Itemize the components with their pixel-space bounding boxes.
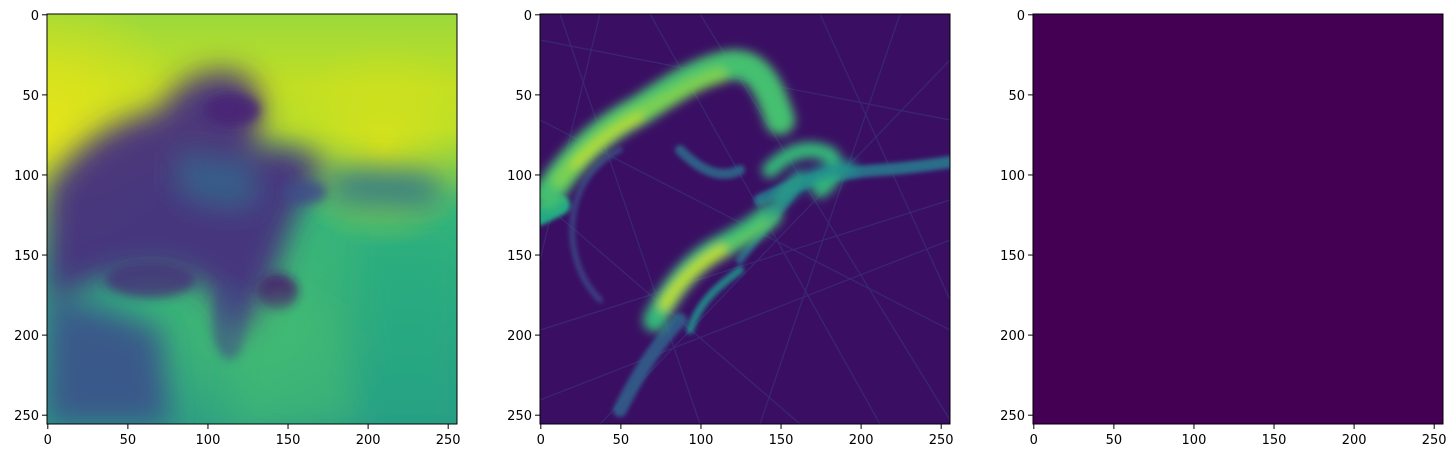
ticks-1: 0 50 100 150 200 250 0 50 100 150 200 250	[14, 9, 460, 448]
y-tick-label: 150	[1000, 249, 1025, 264]
x-tick-label: 250	[436, 433, 461, 448]
x-tick-label: 0	[1030, 433, 1038, 448]
y-tick-label: 250	[1000, 409, 1025, 424]
y-tick-label: 150	[14, 249, 39, 264]
x-tick-label: 250	[1422, 433, 1447, 448]
heatmap-image-3	[1033, 14, 1443, 424]
x-tick-label: 200	[849, 433, 874, 448]
ticks-2: 0 50 100 150 200 250 0 50 100 150 200 250	[507, 9, 953, 448]
axes-frame-3	[1032, 13, 1444, 425]
y-tick-label: 0	[1017, 9, 1025, 24]
heatmap-panel-2: 0 50 100 150 200 250 0 50 100 150 200 250	[507, 9, 953, 448]
heatmap-image-2	[540, 14, 950, 424]
x-tick-label: 0	[44, 433, 52, 448]
heatmap-panel-1: 0 50 100 150 200 250 0 50 100 150 200 250	[14, 9, 460, 448]
y-tick-label: 100	[507, 169, 532, 184]
ticks-3: 0 50 100 150 200 250 0 50 100 150 200 250	[1000, 9, 1446, 448]
y-tick-label: 200	[1000, 329, 1025, 344]
axes-frame-1	[46, 13, 458, 425]
y-tick-label: 200	[14, 329, 39, 344]
x-tick-label: 150	[276, 433, 301, 448]
heatmap-panel-3: 0 50 100 150 200 250 0 50 100 150 200 250	[1000, 9, 1446, 448]
heatmap-image-1	[47, 14, 457, 424]
y-tick-label: 50	[515, 89, 532, 104]
y-tick-label: 0	[31, 9, 39, 24]
x-tick-label: 150	[769, 433, 794, 448]
y-tick-label: 50	[22, 89, 39, 104]
x-tick-label: 200	[1342, 433, 1367, 448]
x-tick-label: 250	[929, 433, 954, 448]
y-tick-label: 0	[524, 9, 532, 24]
x-tick-label: 200	[356, 433, 381, 448]
x-tick-label: 100	[689, 433, 714, 448]
y-tick-label: 250	[14, 409, 39, 424]
x-tick-label: 150	[1262, 433, 1287, 448]
x-tick-label: 100	[196, 433, 221, 448]
x-tick-label: 0	[537, 433, 545, 448]
y-tick-label: 50	[1008, 89, 1025, 104]
x-tick-label: 50	[613, 433, 630, 448]
x-tick-label: 100	[1182, 433, 1207, 448]
y-tick-label: 200	[507, 329, 532, 344]
y-tick-label: 250	[507, 409, 532, 424]
x-tick-label: 50	[120, 433, 137, 448]
y-tick-label: 100	[14, 169, 39, 184]
y-tick-label: 100	[1000, 169, 1025, 184]
x-tick-label: 50	[1106, 433, 1123, 448]
axes-frame-2	[539, 13, 951, 425]
y-tick-label: 150	[507, 249, 532, 264]
